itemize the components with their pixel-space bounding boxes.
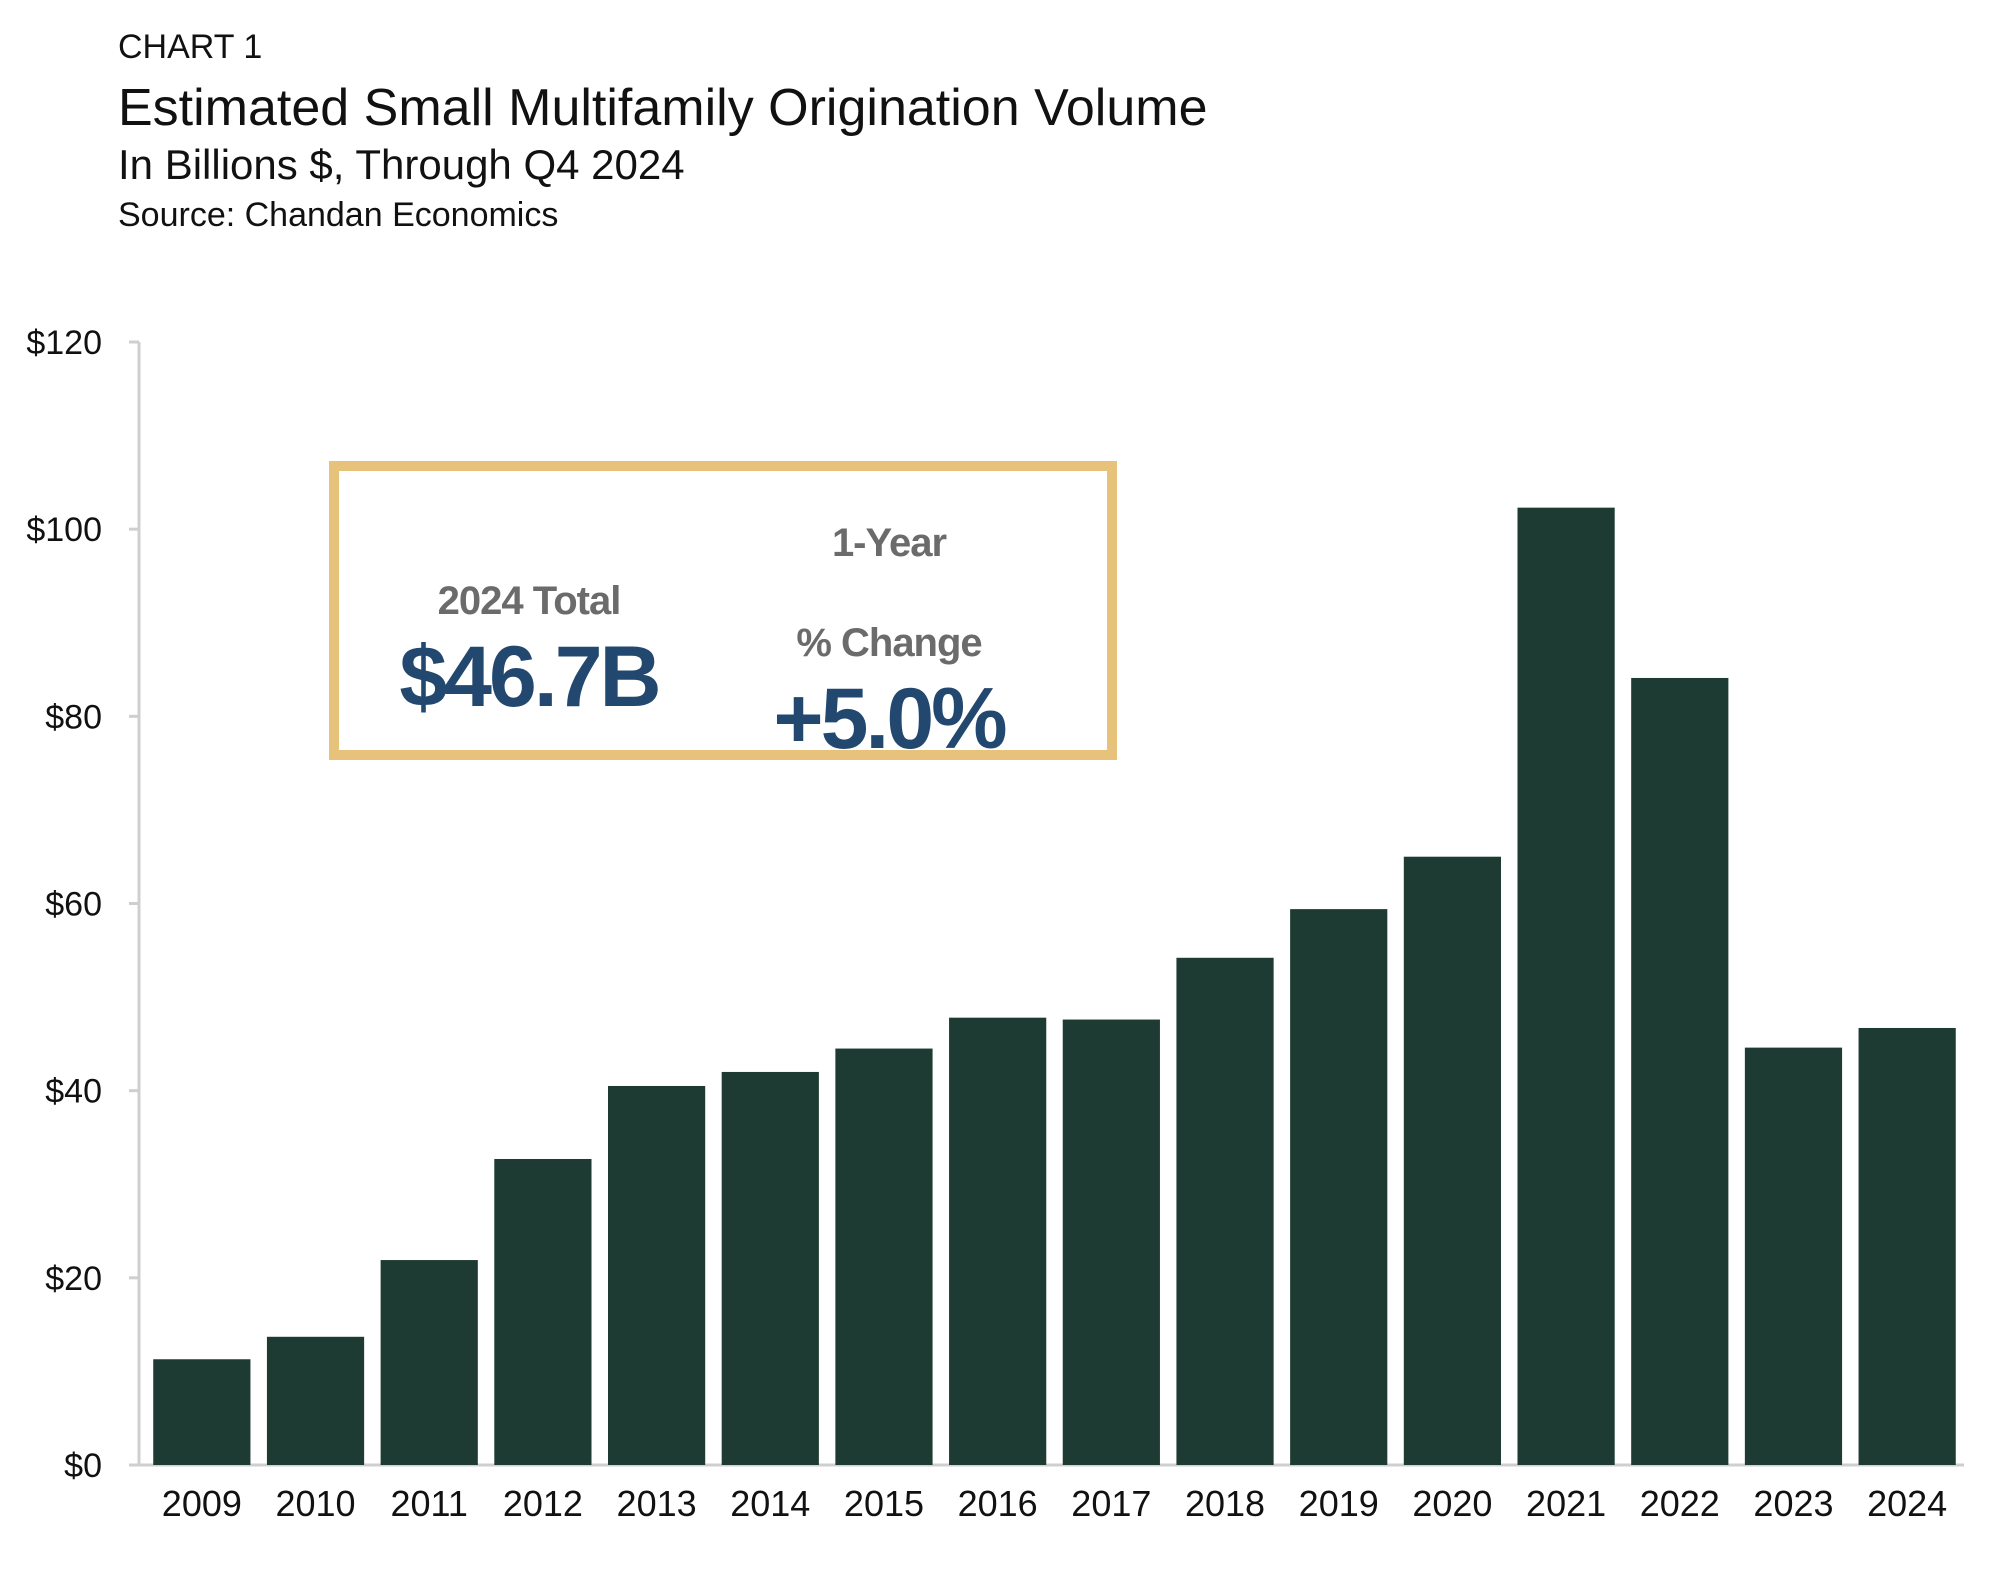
bar — [949, 1017, 1047, 1465]
bar — [1176, 957, 1274, 1465]
x-tick-label: 2019 — [1299, 1483, 1379, 1524]
x-tick-label: 2011 — [391, 1483, 468, 1524]
x-tick-label: 2022 — [1640, 1483, 1720, 1524]
change-label-line1: 1-Year — [831, 521, 947, 565]
chart-source: Source: Chandan Economics — [118, 196, 559, 234]
x-tick-label: 2017 — [1071, 1483, 1151, 1524]
bar — [494, 1158, 592, 1465]
change-label-line2: % Change — [796, 621, 982, 665]
x-tick-label: 2016 — [958, 1483, 1038, 1524]
x-tick-label: 2015 — [844, 1483, 924, 1524]
bar — [1744, 1047, 1843, 1465]
bar — [607, 1085, 706, 1465]
y-tick-label: $40 — [45, 1073, 102, 1111]
x-tick-label: 2012 — [503, 1483, 583, 1524]
bar — [835, 1048, 933, 1465]
x-tick-label: 2024 — [1867, 1483, 1947, 1524]
bar — [721, 1071, 819, 1465]
bar — [1403, 856, 1502, 1465]
chart-title: Estimated Small Multifamily Origination … — [118, 79, 1208, 137]
bar — [1631, 677, 1729, 1465]
x-tick-label: 2013 — [617, 1483, 697, 1524]
change-callout: 1-Year % Change +5.0% — [739, 471, 1039, 767]
y-tick-label: $60 — [45, 886, 102, 924]
x-tick-label: 2018 — [1185, 1483, 1265, 1524]
y-tick-label: $20 — [45, 1260, 102, 1298]
bar — [380, 1260, 478, 1465]
bar — [153, 1359, 251, 1465]
total-label: 2024 Total — [437, 579, 622, 623]
bar — [1858, 1027, 1956, 1465]
y-tick-label: $80 — [45, 698, 102, 736]
x-tick-label: 2023 — [1753, 1483, 1833, 1524]
x-tick-label: 2021 — [1526, 1483, 1606, 1524]
bar — [1290, 909, 1388, 1465]
chart-subtitle: In Billions $, Through Q4 2024 — [118, 141, 685, 188]
x-tick-label: 2009 — [162, 1483, 242, 1524]
x-tick-label: 2014 — [730, 1483, 810, 1524]
total-callout: 2024 Total $46.7B — [379, 471, 679, 725]
x-tick-label: 2010 — [275, 1483, 355, 1524]
bar — [1062, 1019, 1160, 1465]
bar — [1517, 507, 1615, 1466]
y-tick-label: $100 — [26, 511, 102, 549]
y-tick-label: $0 — [64, 1447, 102, 1485]
change-value: +5.0% — [773, 671, 1007, 767]
summary-callout: 2024 Total $46.7B 1-Year % Change +5.0% — [329, 461, 1117, 767]
total-value: $46.7B — [399, 629, 661, 725]
chart-label: CHART 1 — [118, 28, 263, 66]
y-tick-label: $120 — [26, 324, 102, 362]
bar — [266, 1336, 365, 1465]
x-tick-label: 2020 — [1412, 1483, 1492, 1524]
